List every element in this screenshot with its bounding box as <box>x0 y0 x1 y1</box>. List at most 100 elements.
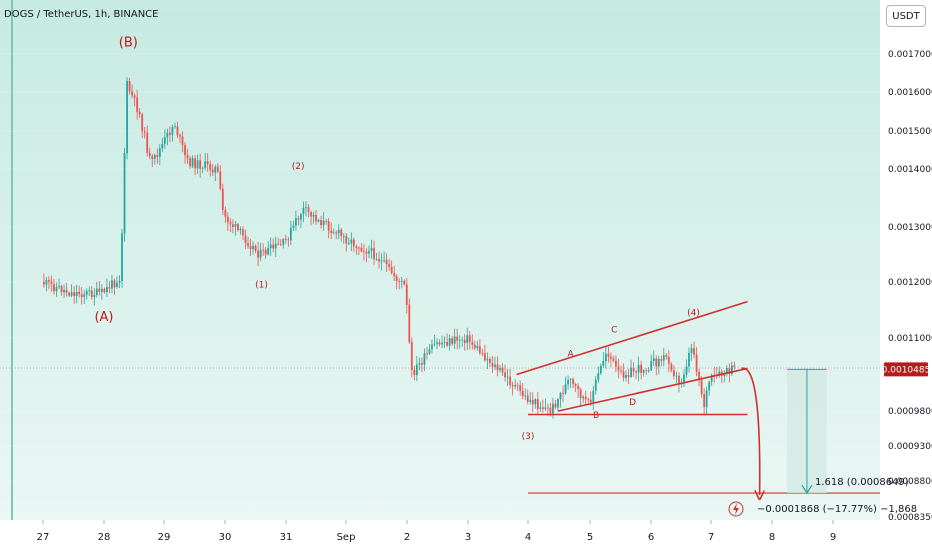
candle-body <box>660 359 663 361</box>
candle-body <box>113 280 116 288</box>
candle-body <box>169 132 171 135</box>
time-tick-label: Sep <box>337 532 356 543</box>
candle-body <box>325 220 328 222</box>
candle-body <box>247 243 249 247</box>
candle-body <box>88 290 91 292</box>
candle-body <box>219 171 222 189</box>
candle-body <box>484 353 486 361</box>
wave-label: B <box>593 411 599 421</box>
candle-body <box>216 166 219 172</box>
candle-body <box>428 349 431 354</box>
candle-body <box>723 373 726 376</box>
candle-body <box>368 250 370 254</box>
price-axis-background <box>880 0 932 550</box>
candle-body <box>509 376 511 386</box>
candle-body <box>194 158 196 169</box>
candle-body <box>650 361 653 370</box>
price-tick-label: 0.0011000 <box>888 334 932 344</box>
channel-lower-line[interactable] <box>558 367 748 412</box>
candle-body <box>269 244 272 249</box>
candle-body <box>312 214 315 217</box>
candle-body <box>322 220 325 226</box>
candle-body <box>347 243 350 245</box>
candle-body <box>421 363 423 365</box>
candle-body <box>363 251 365 253</box>
candle-body <box>244 235 247 244</box>
candle-body <box>174 126 176 128</box>
candle-body <box>267 248 270 255</box>
candle-body <box>272 244 275 249</box>
candle-body <box>249 246 252 250</box>
candle-body <box>627 375 630 377</box>
candle-body <box>733 365 736 368</box>
price-tick-label: 0.0017000 <box>888 50 932 60</box>
candle-body <box>562 393 564 394</box>
candle-body <box>547 407 549 409</box>
candle-body <box>728 367 731 374</box>
candle-body <box>254 245 257 251</box>
time-tick-label: 4 <box>525 532 531 543</box>
candle-body <box>655 358 658 367</box>
wave-label: (3) <box>522 432 535 442</box>
candle-body <box>335 232 338 234</box>
candle-body <box>158 148 161 157</box>
candle-body <box>657 359 660 367</box>
candle-body <box>199 160 202 169</box>
candle-body <box>358 247 360 249</box>
channel-upper-line[interactable] <box>516 300 748 376</box>
candle-body <box>305 207 307 208</box>
candle-body <box>229 222 232 225</box>
candle-body <box>179 134 181 137</box>
candle-body <box>524 395 527 397</box>
candle-body <box>604 353 607 362</box>
candle-body <box>436 342 438 344</box>
candle-body <box>448 338 451 346</box>
candle-body <box>300 214 302 220</box>
candle-body <box>93 295 96 298</box>
lightning-icon[interactable] <box>733 503 739 515</box>
candle-body <box>496 364 499 371</box>
candle-body <box>138 111 141 115</box>
candle-body <box>45 279 48 285</box>
time-tick-label: 9 <box>830 532 836 543</box>
candle-body <box>146 132 149 153</box>
candle-body <box>307 207 310 213</box>
projection-arrow[interactable] <box>741 367 759 495</box>
candle-body <box>683 374 685 384</box>
candle-body <box>264 249 267 255</box>
candle-body <box>529 399 532 402</box>
candle-body <box>373 248 375 260</box>
candle-body <box>226 216 229 223</box>
candle-body <box>574 383 577 386</box>
candle-body <box>116 282 118 288</box>
candle-body <box>393 273 396 277</box>
candle-body <box>685 366 688 375</box>
wave-label: A <box>567 349 574 359</box>
candle-body <box>690 348 693 353</box>
candle-body <box>395 276 398 281</box>
price-tick-label: 0.0009800 <box>888 407 932 417</box>
time-tick-label: 8 <box>769 532 775 543</box>
currency-selector[interactable]: USDT <box>886 5 926 27</box>
candle-body <box>516 385 519 386</box>
candle-body <box>131 91 133 96</box>
candle-body <box>375 258 378 260</box>
candle-body <box>156 155 159 157</box>
candle-body <box>589 399 592 403</box>
candle-body <box>310 212 312 217</box>
candle-body <box>494 364 496 367</box>
candle-body <box>408 304 411 343</box>
candle-body <box>214 166 217 173</box>
candle-body <box>242 229 244 236</box>
candle-body <box>410 342 413 371</box>
candle-body <box>413 370 416 375</box>
candle-body <box>652 358 655 362</box>
time-tick-label: 3 <box>465 532 471 543</box>
candle-body <box>232 224 234 227</box>
candle-body <box>630 367 632 377</box>
candle-body <box>118 281 121 283</box>
candle-body <box>673 370 675 376</box>
candle-body <box>121 233 123 282</box>
candle-body <box>111 280 113 289</box>
